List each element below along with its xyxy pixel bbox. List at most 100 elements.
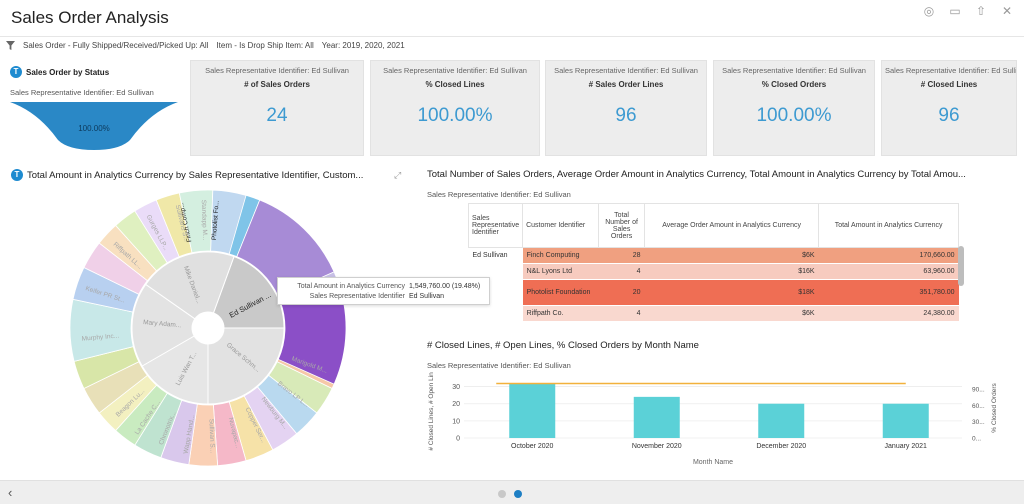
combo-subtitle: Sales Representative Identifier: Ed Sull… [427,361,571,370]
kpi-card-closed-orders-pct[interactable]: Sales Representative Identifier: Ed Sull… [713,60,875,156]
kpi-caption: Sales Representative Identifier: Ed Sull… [383,66,527,75]
x-axis-title: Month Name [693,459,733,466]
kpi-card-order-lines[interactable]: Sales Representative Identifier: Ed Sull… [545,60,707,156]
pivot-table[interactable]: Sales Representative Identifier Customer… [467,203,960,322]
table-row[interactable]: Riffpath Co. 4 $6K 24,380.00 [469,305,959,322]
combo-chart[interactable]: 30 20 10 0 90... 60... 30... 0... # Closed Lines… [424,372,1004,472]
bottom-bar: ‹ [0,480,1024,504]
avg-cell: $18K [644,279,819,306]
page-dot[interactable] [498,490,506,498]
status-title-row: T Sales Order by Status [10,66,180,78]
kpi-card-closed-lines-pct[interactable]: Sales Representative Identifier: Ed Sull… [370,60,540,156]
expand-icon[interactable]: ⤢ [394,170,402,180]
help-icon[interactable]: ◎ [923,4,935,18]
total-cell: 351,780.00 [818,279,959,306]
sunburst-chart[interactable]: Ed Sullivan ...Grace Schm...Luis Wan T..… [60,186,356,478]
filter-year[interactable]: Year: 2019, 2020, 2021 [321,41,405,50]
bar[interactable] [509,383,556,438]
table-row[interactable]: Ed Sullivan Finch Computing 28 $6K 170,6… [468,247,959,322]
chevron-left-icon[interactable]: ‹ [8,485,13,500]
header-actions: ◎ ▭ ⇧ ✕ [922,4,1014,18]
sunburst-outer-label: Sullivan S... [207,419,215,454]
orders-cell: 20 [598,279,645,306]
sunburst-title: Total Amount in Analytics Currency by Sa… [27,169,364,181]
filter-icon [6,41,15,50]
column-header[interactable]: Sales Representative Identifier [467,203,524,248]
sunburst-outer-label: Photolist Fo... [211,200,221,240]
y2-tick-label: 90... [972,386,985,393]
bar[interactable] [633,396,680,438]
table-row[interactable]: Photolist Foundation 20 $18K 351,780.00 [469,279,959,306]
customer-cell: Photolist Foundation [522,279,599,306]
column-header[interactable]: Customer Identifier [522,203,600,248]
kpi-card-closed-lines[interactable]: Sales Representative Identifier: Ed Sull… [881,60,1017,156]
customer-cell: Riffpath Co. [522,305,599,322]
filter-drop-ship[interactable]: Item - Is Drop Ship Item: All [216,41,314,50]
tooltip-value: Ed Sullivan [409,293,445,300]
kpi-label: % Closed Lines [425,80,485,89]
total-cell: 63,960.00 [818,263,959,280]
y-axis-title: # Closed Lines, # Open Lines [428,372,435,451]
table-scrollbar[interactable] [958,246,964,286]
status-title: Sales Order by Status [26,67,110,77]
kpi-label: # Closed Lines [920,80,978,89]
kpi-value: 96 [938,105,960,126]
bar[interactable] [882,403,929,438]
kpi-value: 100.00% [417,105,493,126]
tooltip-row: Total Amount in Analytics Currency 1,549,… [284,282,483,292]
y2-tick-label: 30... [972,419,985,426]
sunburst-inner-label: Mary Adam... [143,319,182,329]
page-dot-active[interactable] [514,490,522,498]
sunburst-title-row: T Total Amount in Analytics Currency by … [11,169,363,181]
kpi-label: # Sales Order Lines [588,80,664,89]
kpi-caption: Sales Representative Identifier: Ed Sull… [205,66,349,75]
avg-cell: $16K [644,263,819,280]
page-title: Sales Order Analysis [11,8,169,27]
column-header[interactable]: Total Amount in Analytics Currency [818,203,960,248]
table-row[interactable]: N&L Lyons Ltd 4 $16K 63,960.00 [469,263,959,280]
filter-fully-shipped[interactable]: Sales Order - Fully Shipped/Received/Pic… [23,41,209,50]
kpi-label: # of Sales Orders [244,80,310,89]
total-cell: 170,660.00 [818,247,959,264]
tooltip-value: 1,549,760.00 (19.48%) [409,283,481,290]
table-title: Total Number of Sales Orders, Average Or… [427,169,966,180]
x-tick-label: October 2020 [511,443,554,450]
tooltip-key: Sales Representative Identifier [309,293,405,300]
tooltip-key: Total Amount in Analytics Currency [297,283,405,290]
kpi-label: % Closed Orders [761,80,827,89]
column-header[interactable]: Total Number of Sales Orders [598,203,646,248]
comment-icon[interactable]: ▭ [949,4,961,18]
funnel-segment [10,102,178,150]
share-icon[interactable]: ⇧ [975,4,987,18]
x-tick-label: January 2021 [885,443,928,450]
sunburst-tooltip: Total Amount in Analytics Currency 1,549,… [277,277,490,305]
y-tick-label: 30 [452,384,460,391]
kpi-card-sales-orders[interactable]: Sales Representative Identifier: Ed Sull… [190,60,364,156]
kpi-value: 24 [266,105,288,126]
y2-tick-label: 60... [972,403,985,410]
sunburst-outer-segment[interactable] [210,189,247,255]
header-divider [0,36,1024,37]
tooltip-row: Sales Representative Identifier Ed Sulliv… [284,292,483,302]
column-header[interactable]: Average Order Amount in Analytics Curren… [644,203,820,248]
close-icon[interactable]: ✕ [1001,4,1013,18]
kpi-caption: Sales Representative Identifier: Ed Sull… [722,66,866,75]
x-tick-label: December 2020 [756,443,806,450]
avg-cell: $6K [644,247,819,264]
combo-title: # Closed Lines, # Open Lines, % Closed O… [427,340,699,351]
rep-cell: Ed Sullivan [468,247,523,322]
bar[interactable] [758,403,805,438]
y2-tick-label: 0... [972,436,981,443]
orders-cell: 4 [598,263,645,280]
table-header-row: Sales Representative Identifier Customer… [467,203,960,248]
status-funnel-chart[interactable]: 100.00% [10,102,180,152]
status-subtitle: Sales Representative Identifier: Ed Sull… [10,88,154,97]
y-tick-label: 10 [452,418,460,425]
x-tick-label: November 2020 [632,443,682,450]
customer-cell: Finch Computing [522,247,599,264]
filter-bar[interactable]: Sales Order - Fully Shipped/Received/Pic… [6,41,405,50]
kpi-caption: Sales Representative Identifier: Ed Sull… [554,66,698,75]
funnel-value: 100.00% [78,124,110,133]
sunburst-outer-segment[interactable] [277,280,347,385]
